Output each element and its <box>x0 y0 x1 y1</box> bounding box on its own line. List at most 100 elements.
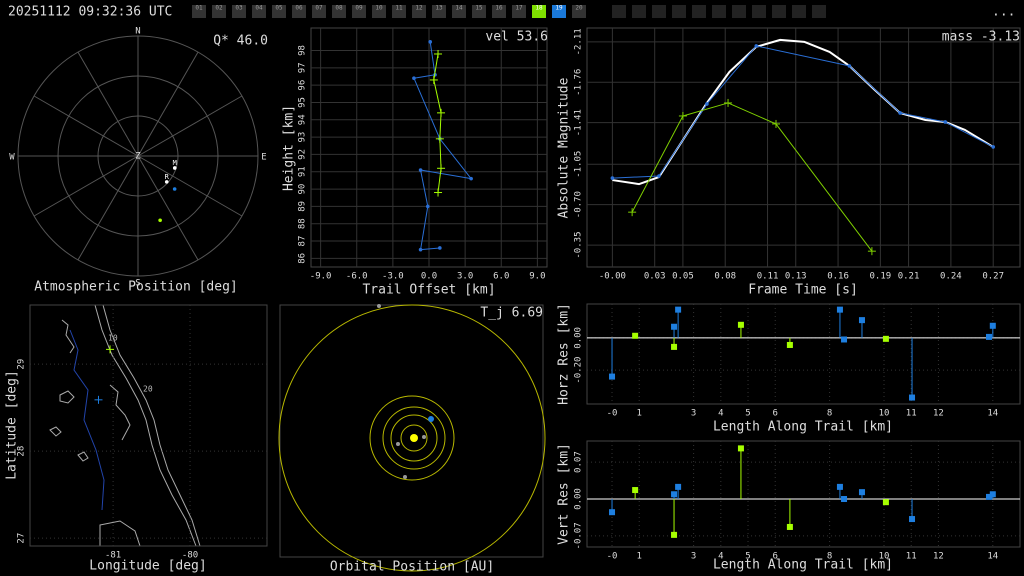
y-tick-label: 0.07 <box>574 451 584 473</box>
marker <box>428 40 433 44</box>
x-axis-label: Trail Offset [km] <box>362 283 495 298</box>
marker <box>867 247 876 256</box>
station-box <box>632 5 646 18</box>
y-tick-label: 28 <box>17 446 27 457</box>
frame <box>586 440 1021 548</box>
station-box[interactable] <box>412 5 426 18</box>
y-axis-label: Absolute Magnitude <box>557 77 572 218</box>
station-box[interactable] <box>512 5 526 18</box>
marker <box>435 134 444 143</box>
frame <box>586 303 1021 405</box>
marker <box>841 496 848 503</box>
station-box[interactable] <box>332 5 346 18</box>
marker <box>671 491 678 498</box>
annotation: 20 <box>143 385 153 394</box>
y-tick-label: 95 <box>298 97 308 108</box>
station-box[interactable] <box>252 5 266 18</box>
station-box[interactable] <box>232 5 246 18</box>
marker <box>671 323 678 330</box>
marker <box>657 174 661 178</box>
x-axis-label: Atmospheric Position [deg] <box>34 280 238 295</box>
station-box[interactable] <box>572 5 586 18</box>
x-tick-label: 0.13 <box>785 272 807 282</box>
station-box[interactable] <box>452 5 466 18</box>
grid-spoke <box>137 95 243 157</box>
marker <box>671 343 678 350</box>
orbit <box>400 424 428 452</box>
orbit <box>382 406 446 470</box>
station-label: 09 <box>355 5 363 12</box>
x-tick-label: 14 <box>987 552 998 562</box>
x-tick-label: 9.0 <box>529 272 545 282</box>
x-axis-label: Length Along Trail [km] <box>713 420 893 435</box>
station-box <box>692 5 706 18</box>
y-tick-label: -1.05 <box>574 151 584 178</box>
marker <box>434 188 443 197</box>
coast <box>109 384 131 441</box>
station-label: 12 <box>415 5 423 12</box>
station-box[interactable] <box>212 5 226 18</box>
station-box <box>672 5 686 18</box>
y-tick-label: 0.00 <box>574 488 584 510</box>
point <box>158 218 162 223</box>
series-line <box>433 53 442 193</box>
x-axis-label: Orbital Position [AU] <box>330 560 494 575</box>
x-tick-label: 8 <box>827 409 832 419</box>
y-axis-label: Latitude [deg] <box>5 370 20 480</box>
marker <box>425 204 430 209</box>
x-tick-label: -3.0 <box>382 272 404 282</box>
y-tick-label: -0.20 <box>574 357 584 384</box>
station-box[interactable] <box>552 5 566 18</box>
grid-spoke <box>33 155 139 217</box>
marker <box>737 321 744 328</box>
meteoroid <box>428 416 434 422</box>
marker <box>412 76 416 81</box>
marker <box>628 208 637 217</box>
station-box[interactable] <box>352 5 366 18</box>
planet <box>403 475 407 479</box>
marker <box>882 499 889 506</box>
station-box[interactable] <box>392 5 406 18</box>
islands <box>49 319 141 547</box>
station-box[interactable] <box>432 5 446 18</box>
y-tick-label: 97 <box>298 62 308 73</box>
marker <box>437 164 446 173</box>
station-label: 08 <box>335 5 343 12</box>
y-tick-label: 93 <box>298 132 308 143</box>
marker <box>989 491 996 498</box>
station-box[interactable] <box>312 5 326 18</box>
y-tick-label: 92 <box>298 149 308 160</box>
station-box[interactable] <box>372 5 386 18</box>
marker <box>836 483 843 490</box>
x-tick-label: 8 <box>827 552 832 562</box>
orbit <box>369 395 455 481</box>
station-box[interactable] <box>272 5 286 18</box>
station-label: 19 <box>555 5 563 12</box>
y-tick-label: 87 <box>298 236 308 247</box>
station-box[interactable] <box>532 5 546 18</box>
y-tick-label: -2.11 <box>574 28 584 55</box>
x-tick-label: 1 <box>637 409 642 419</box>
station-box[interactable] <box>472 5 486 18</box>
marker <box>418 168 423 172</box>
marker <box>632 487 639 494</box>
y-tick-label: -0.07 <box>574 522 584 549</box>
marker <box>675 483 682 490</box>
frame <box>29 304 268 547</box>
frame <box>586 27 1021 268</box>
station-label: 10 <box>375 5 383 12</box>
x-tick-label: 4 <box>718 409 723 419</box>
station-box[interactable] <box>492 5 506 18</box>
station-box[interactable] <box>292 5 306 18</box>
marker <box>632 332 639 339</box>
x-axis-label: Length Along Trail [km] <box>713 558 893 573</box>
marker <box>678 111 687 120</box>
y-tick-label: 90 <box>298 184 308 195</box>
menu[interactable]: ... <box>992 5 1015 20</box>
station-label: 05 <box>275 5 283 12</box>
planet <box>396 442 400 446</box>
station-box[interactable] <box>192 5 206 18</box>
direction-label: W <box>9 153 15 163</box>
y-tick-label: 98 <box>298 45 308 56</box>
coastline <box>49 304 201 547</box>
